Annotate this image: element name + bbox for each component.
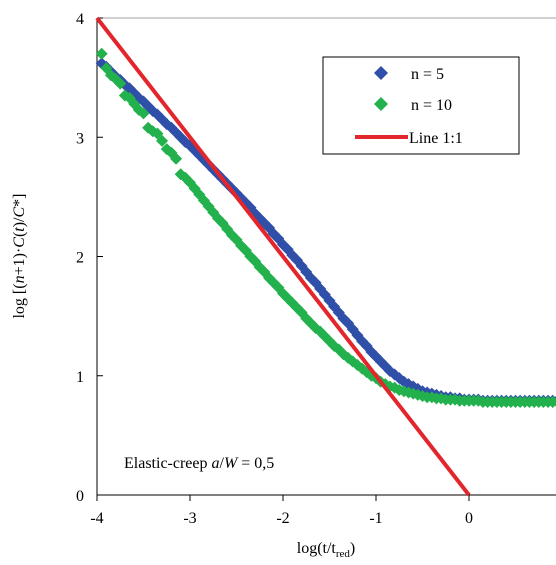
point-n10: [114, 77, 127, 90]
legend-label-n5: n = 5: [411, 66, 444, 83]
y-ticks: 0 1 2 3 4: [76, 11, 103, 505]
y-tick-label: 4: [76, 11, 84, 28]
x-tick-label: 0: [465, 510, 473, 527]
y-tick-label: 2: [76, 250, 84, 267]
point-n10: [244, 250, 257, 263]
annotation: Elastic-creep a/W = 0,5: [124, 455, 274, 472]
point-n10: [551, 397, 556, 407]
y-axis-label: log [(n+1)·C(t)/C*]: [11, 193, 28, 318]
x-axis-label: log(t/tred): [297, 540, 355, 560]
legend-marker-n10: [374, 97, 388, 111]
point-n5: [95, 57, 108, 70]
x-ticks: -4 -3 -2 -1 0: [90, 495, 473, 527]
point-n5: [160, 118, 173, 131]
series-n10: [95, 47, 556, 408]
x-tick-label: -4: [90, 510, 103, 527]
y-tick-label: 1: [76, 369, 84, 386]
legend: n = 5 n = 10 Line 1:1: [322, 56, 520, 155]
legend-label-line: Line 1:1: [409, 130, 463, 147]
point-n10: [156, 134, 169, 147]
series-layer: [95, 16, 556, 497]
point-n5: [165, 121, 178, 134]
point-n10: [142, 121, 155, 134]
y-tick-label: 0: [76, 488, 84, 505]
legend-marker-n5: [374, 66, 388, 80]
x-tick-label: -2: [276, 510, 289, 527]
y-tick-label: 3: [76, 130, 84, 147]
line-1to1: [95, 16, 471, 497]
point-n10: [170, 152, 183, 165]
x-tick-label: -1: [369, 510, 382, 527]
legend-label-n10: n = 10: [411, 97, 452, 114]
x-tick-label: -3: [183, 510, 196, 527]
point-n10: [95, 47, 108, 60]
point-n10: [137, 107, 150, 120]
